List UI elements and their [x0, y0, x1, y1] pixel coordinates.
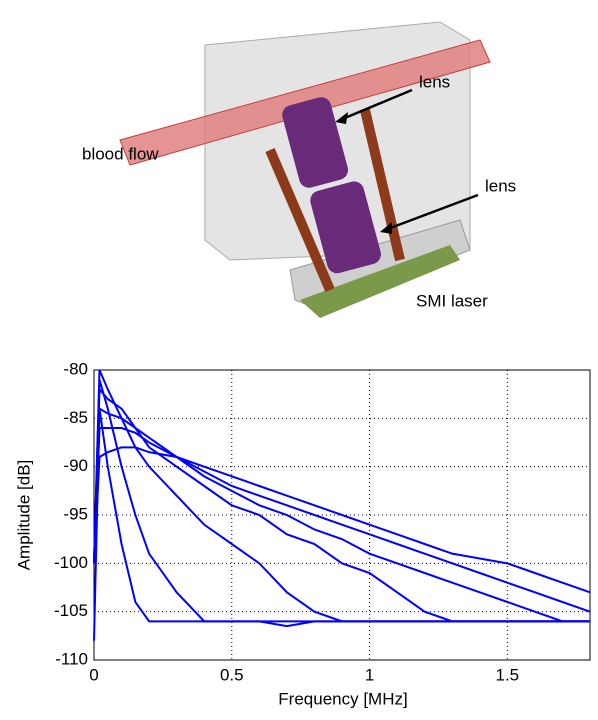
- line-series: [93, 406, 590, 623]
- y-tick-label: -90: [63, 456, 88, 475]
- arrow-head: [380, 222, 392, 234]
- x-tick-label: 1.5: [496, 665, 520, 684]
- laser-board: [300, 245, 460, 318]
- arrow: [384, 193, 479, 232]
- y-tick-label: -110: [55, 649, 88, 668]
- arrow: [339, 88, 413, 122]
- x-axis-label: Frequency [MHz]: [278, 689, 407, 708]
- x-tick-label: 0.5: [220, 665, 244, 684]
- label: SMI laser: [416, 291, 488, 310]
- y-axis-label: Amplitude [dB]: [14, 460, 33, 571]
- rod: [265, 148, 335, 292]
- line-series: [93, 369, 590, 623]
- lens-barrel: [282, 97, 349, 188]
- x-tick-label: 0: [89, 665, 98, 684]
- illustration: lens blood flow lens SMI laser: [82, 21, 516, 318]
- y-tick-label: -80: [63, 359, 88, 378]
- y-tick-label: -85: [63, 408, 88, 427]
- rod: [360, 108, 405, 262]
- line-series: [93, 386, 590, 623]
- arrow-head: [335, 112, 348, 124]
- line-series: [93, 446, 591, 594]
- line-series: [93, 427, 591, 613]
- y-tick-label: -100: [54, 553, 88, 572]
- y-tick-label: -105: [54, 601, 88, 620]
- label: blood flow: [82, 144, 159, 163]
- label: lens: [485, 176, 516, 195]
- line-series: [93, 379, 590, 628]
- label: lens: [419, 72, 450, 91]
- lens-barrel: [310, 181, 381, 274]
- x-tick-label: 1: [365, 665, 374, 684]
- y-tick-label: -95: [63, 504, 88, 523]
